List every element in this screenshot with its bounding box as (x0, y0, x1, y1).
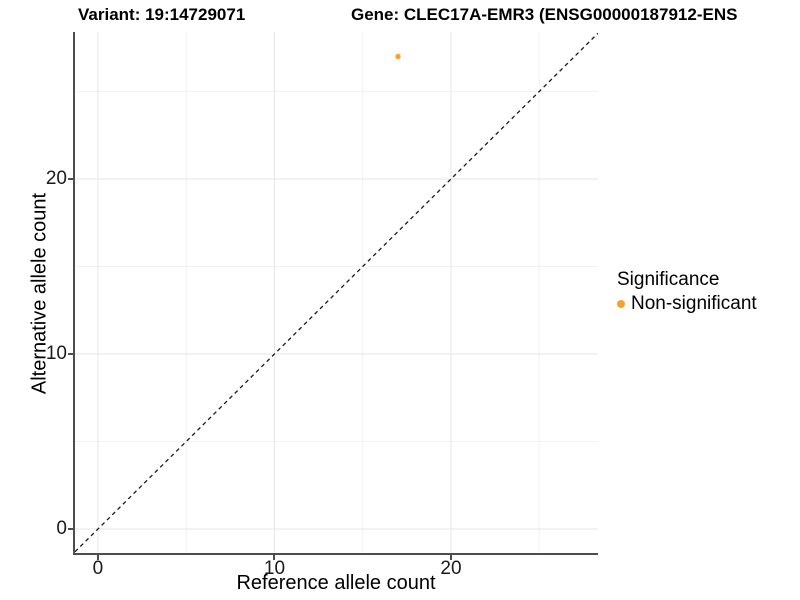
y-axis-tick (68, 353, 73, 355)
y-tick-label: 20 (45, 168, 67, 189)
x-tick-label: 0 (92, 558, 104, 579)
x-axis-tick (273, 555, 276, 560)
x-axis-title: Reference allele count (236, 572, 436, 594)
identity-reference-line (75, 32, 598, 553)
y-axis-tick (68, 528, 73, 531)
x-axis-line (73, 553, 598, 555)
legend-item: Non-significant (617, 292, 797, 316)
y-axis-title: Alternative allele count (28, 192, 51, 395)
legend: Significance Non-significant (617, 268, 797, 316)
x-tick-label: 10 (263, 558, 286, 579)
data-point (395, 53, 401, 60)
plot-panel (75, 32, 598, 553)
x-axis-tick (449, 555, 452, 560)
x-axis-tick (96, 555, 99, 560)
y-tick-label: 0 (56, 518, 67, 540)
y-axis-tick (68, 178, 73, 180)
x-tick-label: 20 (440, 558, 462, 579)
plot-title-variant: Variant: 19:14729071 (78, 5, 246, 24)
y-tick-label: 10 (45, 343, 67, 364)
legend-title: Significance (617, 269, 720, 290)
plot-title-gene: Gene: CLEC17A-EMR3 (ENSG00000187912-ENS (351, 5, 738, 24)
y-axis-line (73, 32, 75, 555)
chart-canvas (75, 32, 598, 553)
legend-item-label: Non-significant (631, 293, 757, 314)
legend-key-dot (617, 300, 625, 308)
